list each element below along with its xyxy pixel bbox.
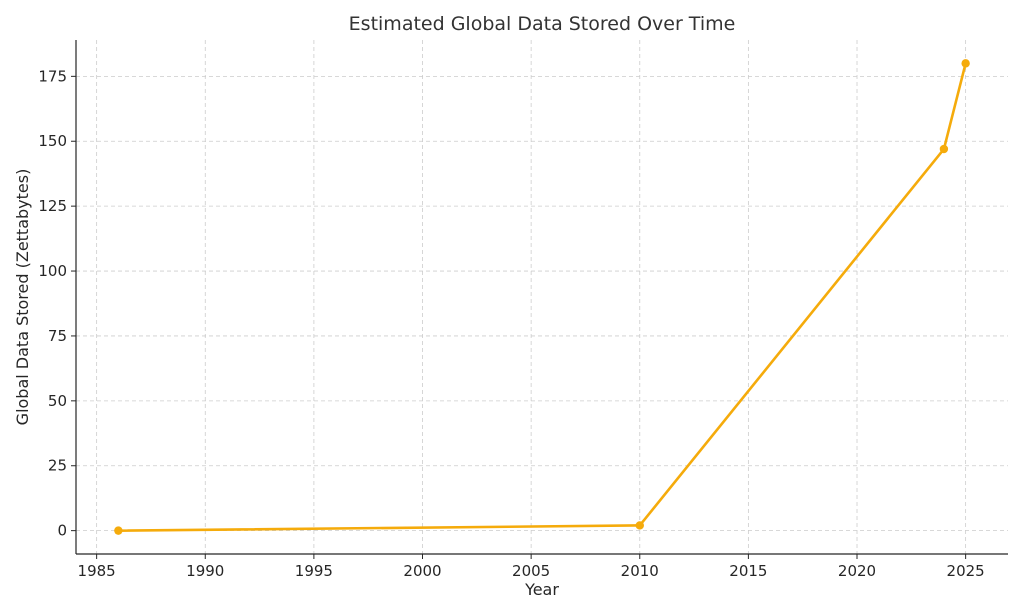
y-axis-ticks: 0 25 50 75 100 125 150 175 [38, 67, 76, 540]
data-point [939, 144, 949, 154]
y-tick-label: 25 [48, 457, 67, 475]
y-tick-label: 175 [38, 67, 67, 85]
y-tick-label: 50 [48, 392, 67, 410]
x-tick-label: 2010 [621, 562, 659, 580]
axes-spines [75, 40, 1008, 555]
y-axis-label: Global Data Stored (Zettabytes) [13, 169, 32, 426]
x-tick-label: 2000 [403, 562, 441, 580]
x-tick-label: 1995 [295, 562, 333, 580]
chart-title: Estimated Global Data Stored Over Time [349, 13, 736, 35]
y-tick-label: 150 [38, 132, 67, 150]
x-tick-label: 2020 [838, 562, 876, 580]
x-axis-label: Year [524, 580, 559, 599]
data-point [114, 526, 123, 535]
y-tick-label: 100 [38, 262, 67, 280]
grid [76, 40, 1008, 554]
data-series [114, 59, 970, 535]
series-line [118, 63, 967, 532]
x-axis-ticks: 1985 1990 1995 2000 2005 2010 2015 2020 2025 [78, 554, 985, 580]
x-tick-label: 1985 [78, 562, 116, 580]
data-point [961, 59, 970, 68]
y-tick-label: 0 [57, 522, 67, 540]
y-tick-label: 125 [38, 197, 67, 215]
x-tick-label: 1990 [186, 562, 224, 580]
x-tick-label: 2025 [947, 562, 985, 580]
x-tick-label: 2015 [729, 562, 767, 580]
x-tick-label: 2005 [512, 562, 550, 580]
data-point [635, 521, 644, 530]
y-tick-label: 75 [48, 327, 67, 345]
